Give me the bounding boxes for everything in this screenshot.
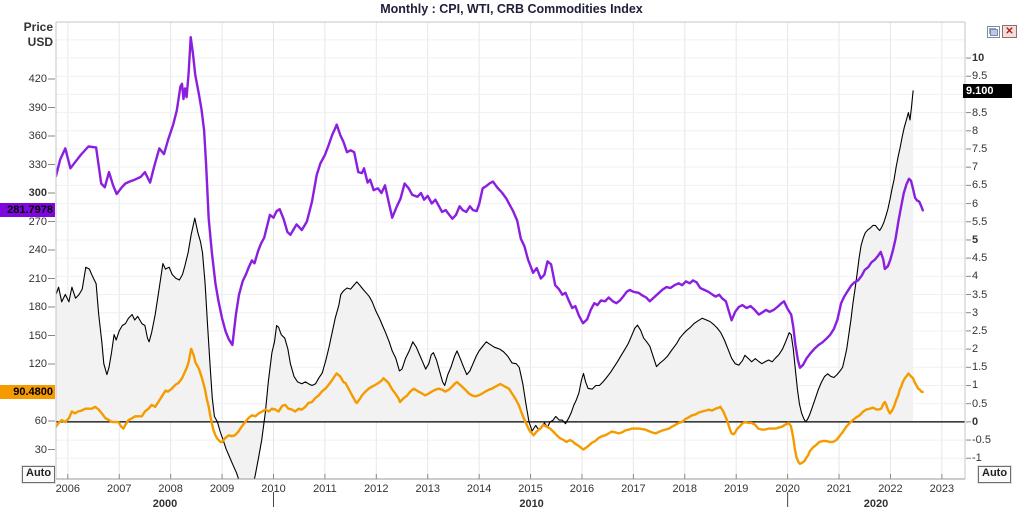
left-axis-tick-label: 300 [28, 187, 47, 199]
year-label: 2015 [518, 483, 543, 495]
right-axis-tick-label: 2 [972, 343, 979, 356]
cpi-series-line [56, 90, 914, 479]
year-label: 2021 [826, 483, 852, 495]
decade-label: 2010 [519, 498, 544, 510]
year-label: 2012 [364, 483, 389, 495]
left-axis-tick-label: 420 [28, 73, 47, 85]
restore-window-icon[interactable] [987, 26, 1000, 38]
left-axis-tick-label: 180 [28, 301, 47, 313]
right-axis-tick-label: 5.5 [972, 215, 988, 228]
cpi-area-fill [56, 90, 914, 479]
right-axis-tick-label: 6.5 [972, 179, 988, 192]
left-axis-tick-label: 270 [28, 215, 47, 228]
right-axis-tick-label: 3 [972, 306, 979, 319]
year-label: 2009 [209, 483, 235, 495]
year-label: 2011 [313, 483, 337, 495]
year-label: 2020 [775, 483, 800, 495]
auto-scale-left-button[interactable]: Auto [22, 466, 56, 483]
left-axis-tick-label: 60 [34, 415, 47, 427]
year-label: 2010 [261, 483, 286, 495]
year-label: 2017 [621, 483, 646, 495]
left-axis-tick-label: 390 [28, 101, 47, 114]
year-label: 2007 [106, 483, 132, 495]
left-axis-tick-label: 360 [28, 130, 47, 142]
decade-label: 2000 [152, 498, 178, 510]
year-label: 2006 [55, 483, 81, 495]
year-label: 2018 [672, 483, 698, 495]
left-axis-tick-label: 240 [28, 244, 47, 256]
left-axis-tick-label: 120 [28, 358, 47, 370]
right-axis-tick-label: 2.5 [972, 324, 988, 337]
right-axis-tick-label: 5 [972, 233, 979, 246]
right-axis-tick-label: 9.5 [972, 70, 988, 83]
year-label: 2016 [569, 483, 595, 495]
left-axis-tick-label: 150 [28, 329, 47, 342]
left-axis-tick-label: 330 [28, 158, 47, 171]
decade-label: 2020 [863, 498, 889, 510]
wti-series-line [56, 347, 924, 465]
gridlines [56, 22, 965, 479]
auto-scale-right-button[interactable]: Auto [978, 466, 1012, 483]
restore-window-front-square [990, 29, 998, 36]
right-axis-tick-label: 7.5 [972, 142, 988, 155]
right-axis-tick-label: 8.5 [972, 106, 988, 119]
close-icon[interactable]: ✕ [1002, 25, 1017, 38]
left-axis-unit-label: Price USD [0, 20, 53, 50]
right-axis-tick-label: 4 [972, 270, 979, 283]
chart-title: Monthly : CPI, WTI, CRB Commodities Inde… [380, 2, 643, 16]
right-axis-tick-label: 3.5 [972, 288, 988, 301]
year-label: 2008 [158, 483, 183, 495]
crb-last-value-badge: 281.7978 [0, 203, 55, 218]
year-label: 2022 [878, 483, 903, 495]
year-label: 2023 [929, 483, 955, 495]
right-axis-tick-label: 7 [972, 161, 979, 174]
right-axis-tick-label: 0 [972, 415, 979, 428]
tick-marks [48, 57, 971, 507]
right-axis-tick-label: -1 [972, 452, 982, 465]
right-axis-tick-label: 10 [972, 52, 985, 65]
right-axis-tick-label: 6 [972, 197, 979, 210]
right-axis-tick-label: 4.5 [972, 252, 988, 265]
right-axis-tick-label: 1 [972, 379, 979, 392]
left-axis-unit-line2: USD [27, 35, 53, 49]
right-axis-tick-label: -0.5 [972, 434, 991, 447]
year-label: 2013 [415, 483, 440, 495]
left-axis-tick-label: 30 [34, 443, 47, 456]
right-axis-tick-label: 8 [972, 124, 979, 137]
wti-last-value-badge: 90.4800 [0, 385, 55, 400]
cpi-last-value-badge: 9.100 [963, 83, 1012, 98]
year-label: 2019 [723, 483, 749, 495]
right-axis-tick-label: 1.5 [972, 361, 988, 374]
year-label: 2014 [466, 483, 492, 495]
crb-commodities-index-series-line [56, 36, 924, 369]
left-axis-unit-line1: Price [23, 20, 53, 34]
right-axis-tick-label: 0.5 [972, 397, 988, 410]
left-axis-tick-label: 210 [28, 272, 47, 285]
